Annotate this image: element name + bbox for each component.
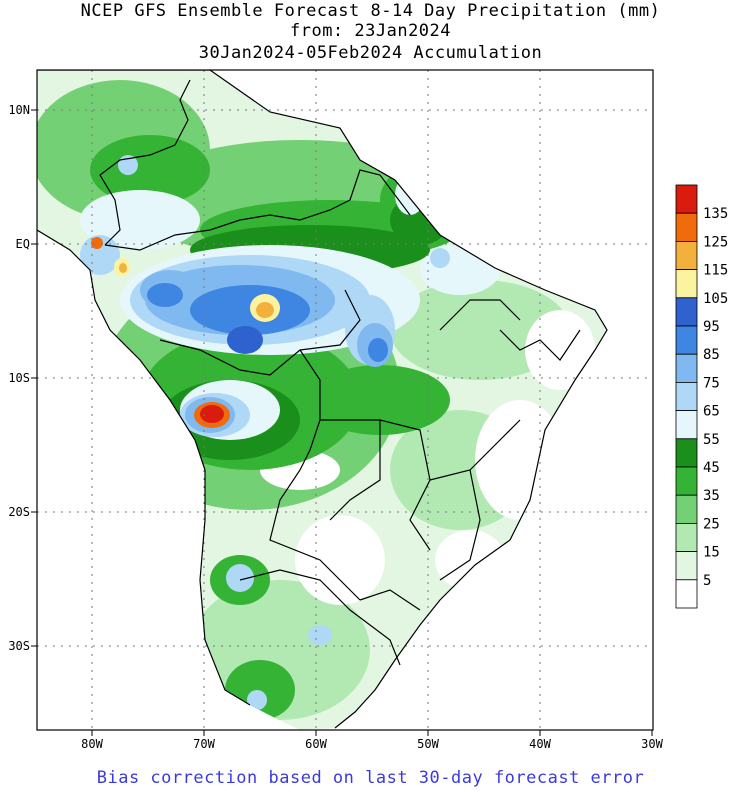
legend-label: 135 [703, 206, 728, 222]
legend-swatch [675, 269, 698, 299]
lon-label-40w: 40W [529, 737, 551, 751]
legend-swatch [675, 410, 698, 440]
legend-label: 55 [703, 432, 720, 448]
legend-swatch [675, 551, 698, 581]
legend-swatch [675, 579, 698, 609]
lat-label-10n: 10N [8, 103, 30, 117]
lon-label-30w: 30W [641, 737, 663, 751]
legend-swatch [675, 438, 698, 468]
legend-label: 105 [703, 291, 728, 307]
legend-swatch [675, 325, 698, 355]
legend-label: 85 [703, 347, 720, 363]
legend-swatch [675, 297, 698, 327]
precipitation-field [37, 70, 607, 730]
lat-label-20s: 20S [8, 505, 30, 519]
legend-swatch [675, 353, 698, 383]
chart-subtitle-period: 30Jan2024-05Feb2024 Accumulation [198, 43, 543, 63]
legend-swatch [675, 523, 698, 553]
legend-label: 25 [703, 516, 720, 532]
axis-ticks [31, 109, 653, 736]
lon-label-80w: 80W [81, 737, 103, 751]
legend-swatch [675, 466, 698, 496]
legend-label: 115 [703, 263, 728, 279]
legend-label: 15 [703, 545, 720, 561]
lat-label-10s: 10S [8, 371, 30, 385]
legend-label: 65 [703, 404, 720, 420]
lon-label-60w: 60W [305, 737, 327, 751]
legend-swatch [675, 494, 698, 524]
legend-swatch [675, 240, 698, 270]
lat-label-30s: 30S [8, 639, 30, 653]
legend-swatch [675, 212, 698, 242]
chart-subtitle-issue-date: from: 23Jan2024 [289, 21, 452, 41]
lon-label-50w: 50W [417, 737, 439, 751]
legend-swatch [675, 381, 698, 411]
coastlines-and-borders [37, 70, 608, 729]
legend-label: 35 [703, 488, 720, 504]
lon-label-70w: 70W [193, 737, 215, 751]
footer-note: Bias correction based on last 30-day for… [96, 768, 645, 788]
precipitation-legend: 135 125 115 105 95 85 75 65 55 45 35 25 15 5 [675, 184, 728, 609]
chart-title: NCEP GFS Ensemble Forecast 8-14 Day Prec… [80, 1, 661, 21]
legend-label: 5 [703, 573, 711, 589]
plot-frame [36, 69, 654, 731]
graticule [37, 70, 653, 730]
legend-label: 125 [703, 234, 728, 250]
legend-label: 95 [703, 319, 720, 335]
legend-label: 45 [703, 460, 720, 476]
lat-label-eq: EQ [16, 237, 30, 251]
legend-swatch [675, 184, 698, 214]
legend-label: 75 [703, 375, 720, 391]
